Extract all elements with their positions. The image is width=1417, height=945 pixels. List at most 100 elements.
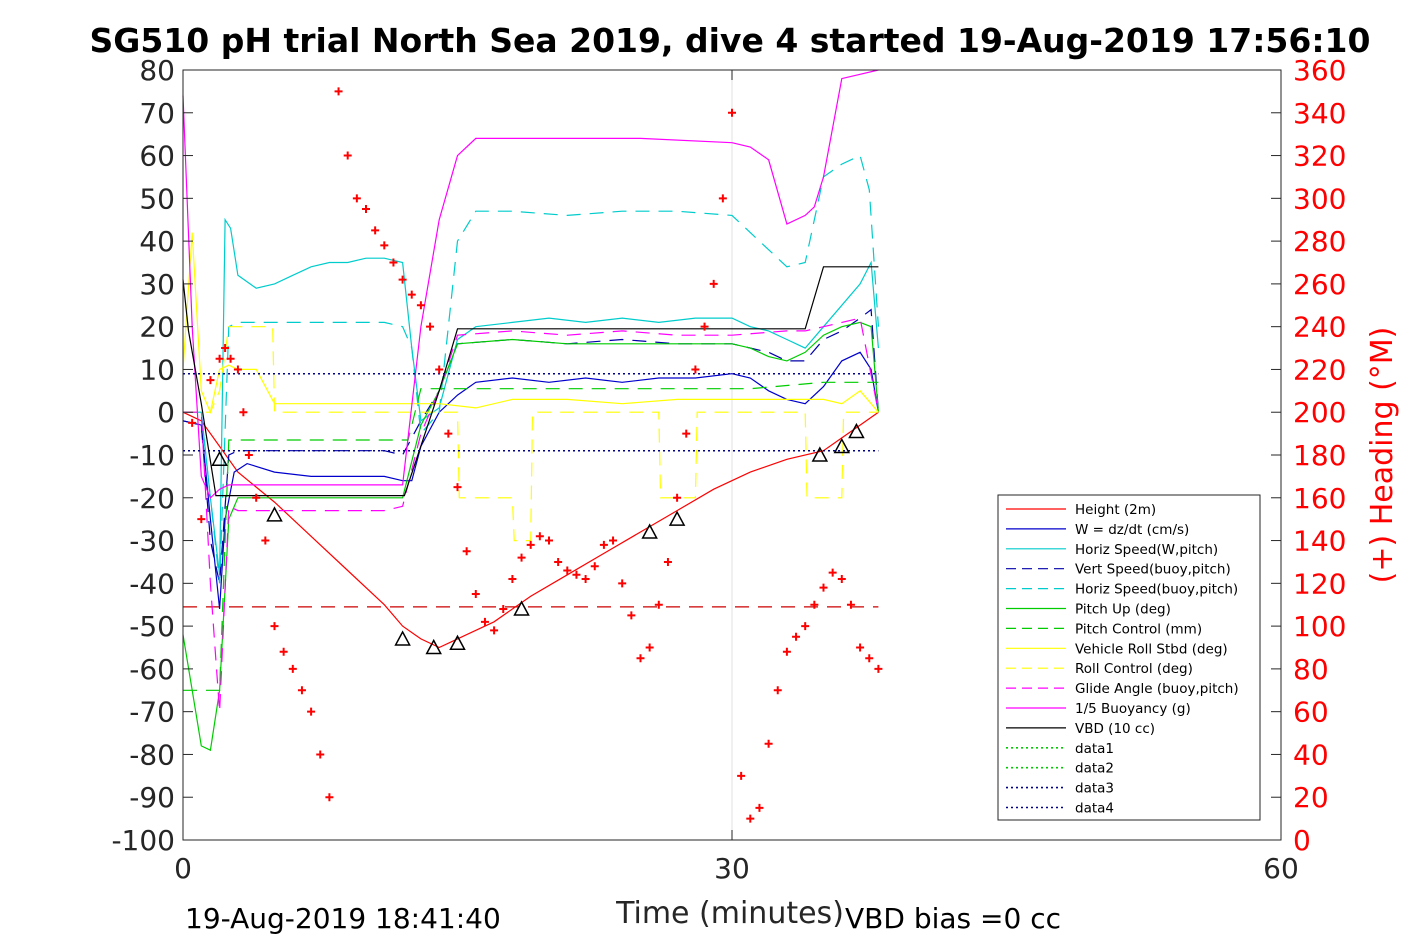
heading-point — [307, 707, 316, 716]
heading-point — [453, 483, 462, 492]
heading-point — [490, 626, 499, 635]
y-tick-label: -80 — [129, 738, 175, 771]
y2-tick-label: 240 — [1293, 311, 1346, 344]
heading-point — [526, 540, 535, 549]
heading-point — [755, 803, 764, 812]
heading-point — [865, 654, 874, 663]
legend-label-13: data2 — [1075, 761, 1114, 777]
footer-vbd-bias: VBD bias =0 cc — [845, 902, 1061, 935]
y2-tick-label: 260 — [1293, 268, 1346, 301]
series-line-0 — [182, 411, 879, 649]
heading-point — [792, 632, 801, 641]
y-tick-label: 50 — [139, 182, 175, 215]
heading-point — [226, 354, 235, 363]
heading-point — [471, 590, 480, 599]
heading-point — [673, 493, 682, 502]
heading-point — [252, 493, 261, 502]
heading-point — [270, 622, 279, 631]
heading-point — [846, 600, 855, 609]
heading-point — [221, 344, 230, 353]
y-tick-label: 10 — [139, 353, 175, 386]
heading-point — [554, 557, 563, 566]
heading-point — [746, 814, 755, 823]
heading-point — [728, 108, 736, 117]
heading-point — [325, 793, 334, 802]
heading-point — [856, 643, 865, 652]
heading-point — [297, 686, 306, 695]
heading-point — [599, 540, 608, 549]
y2-tick-label: 200 — [1293, 396, 1346, 429]
y-tick-label: -30 — [129, 525, 175, 558]
y-tick-label: -70 — [129, 696, 175, 729]
track-marker — [833, 437, 851, 454]
y-tick-label: 30 — [139, 268, 175, 301]
x-axis-label: Time (minutes) — [615, 896, 844, 931]
y2-tick-label: 140 — [1293, 525, 1346, 558]
x-tick-label: 0 — [174, 852, 192, 885]
heading-point — [682, 429, 691, 438]
heading-point — [480, 617, 489, 626]
y2-tick-label: 300 — [1293, 182, 1346, 215]
heading-point — [380, 241, 389, 250]
heading-point — [581, 575, 590, 584]
y-tick-label: -10 — [129, 439, 175, 472]
y2-tick-label: 160 — [1293, 482, 1346, 515]
y-tick-label: 70 — [139, 97, 175, 130]
y2-tick-label: 280 — [1293, 225, 1346, 258]
y-tick-label: 80 — [139, 54, 175, 87]
legend-label-5: Pitch Up (deg) — [1075, 602, 1171, 618]
legend-label-8: Roll Control (deg) — [1075, 661, 1193, 677]
y-axis-right: 3603403203002802602402202001801601401201… — [1271, 54, 1346, 857]
heading-point — [407, 290, 416, 299]
series-line-1 — [182, 351, 879, 610]
y2-tick-label: 80 — [1293, 653, 1329, 686]
heading-point — [371, 226, 380, 235]
track-marker — [211, 450, 228, 467]
heading-point — [239, 408, 248, 417]
y2-tick-label: 20 — [1293, 781, 1329, 814]
heading-point — [188, 418, 197, 427]
heading-point — [618, 579, 627, 588]
y2-axis-label: (+) Heading (°M) — [1365, 327, 1400, 584]
heading-point — [233, 365, 242, 374]
y-tick-label: -100 — [111, 824, 175, 857]
heading-point — [435, 365, 444, 374]
legend-label-14: data3 — [1075, 781, 1114, 797]
heading-point — [801, 622, 810, 631]
y2-tick-label: 180 — [1293, 439, 1346, 472]
heading-points — [188, 87, 883, 823]
chart-title: SG510 pH trial North Sea 2019, dive 4 st… — [90, 21, 1371, 60]
heading-point — [737, 771, 746, 780]
y-tick-label: -90 — [129, 781, 175, 814]
heading-point — [362, 205, 370, 214]
heading-point — [499, 605, 508, 613]
heading-point — [590, 562, 599, 571]
heading-point — [517, 553, 526, 562]
legend-label-12: data1 — [1075, 741, 1114, 757]
series-line-4 — [183, 154, 879, 584]
y-tick-label: 0 — [157, 396, 175, 429]
y2-tick-label: 120 — [1293, 567, 1346, 600]
y2-tick-label: 0 — [1293, 824, 1311, 857]
heading-point — [654, 600, 663, 609]
heading-point — [636, 654, 645, 663]
heading-point — [389, 258, 398, 267]
y2-tick-label: 360 — [1293, 54, 1346, 87]
y-tick-label: -20 — [129, 482, 175, 515]
y-tick-label: 40 — [139, 225, 175, 258]
heading-point — [288, 664, 297, 673]
heading-point — [663, 557, 672, 566]
track-marker — [449, 634, 466, 650]
y-tick-label: 60 — [139, 140, 175, 173]
series-line-11 — [182, 266, 879, 497]
track-marker — [394, 630, 411, 646]
legend-label-10: 1/5 Buoyancy (g) — [1075, 701, 1191, 717]
y2-tick-label: 100 — [1293, 610, 1346, 643]
heading-point — [462, 547, 471, 556]
heading-point — [718, 194, 727, 203]
legend-label-0: Height (2m) — [1075, 502, 1156, 518]
heading-point — [782, 647, 791, 656]
track-marker — [641, 523, 658, 539]
heading-point — [609, 536, 618, 545]
legend-label-7: Vehicle Roll Stbd (deg) — [1075, 641, 1228, 657]
